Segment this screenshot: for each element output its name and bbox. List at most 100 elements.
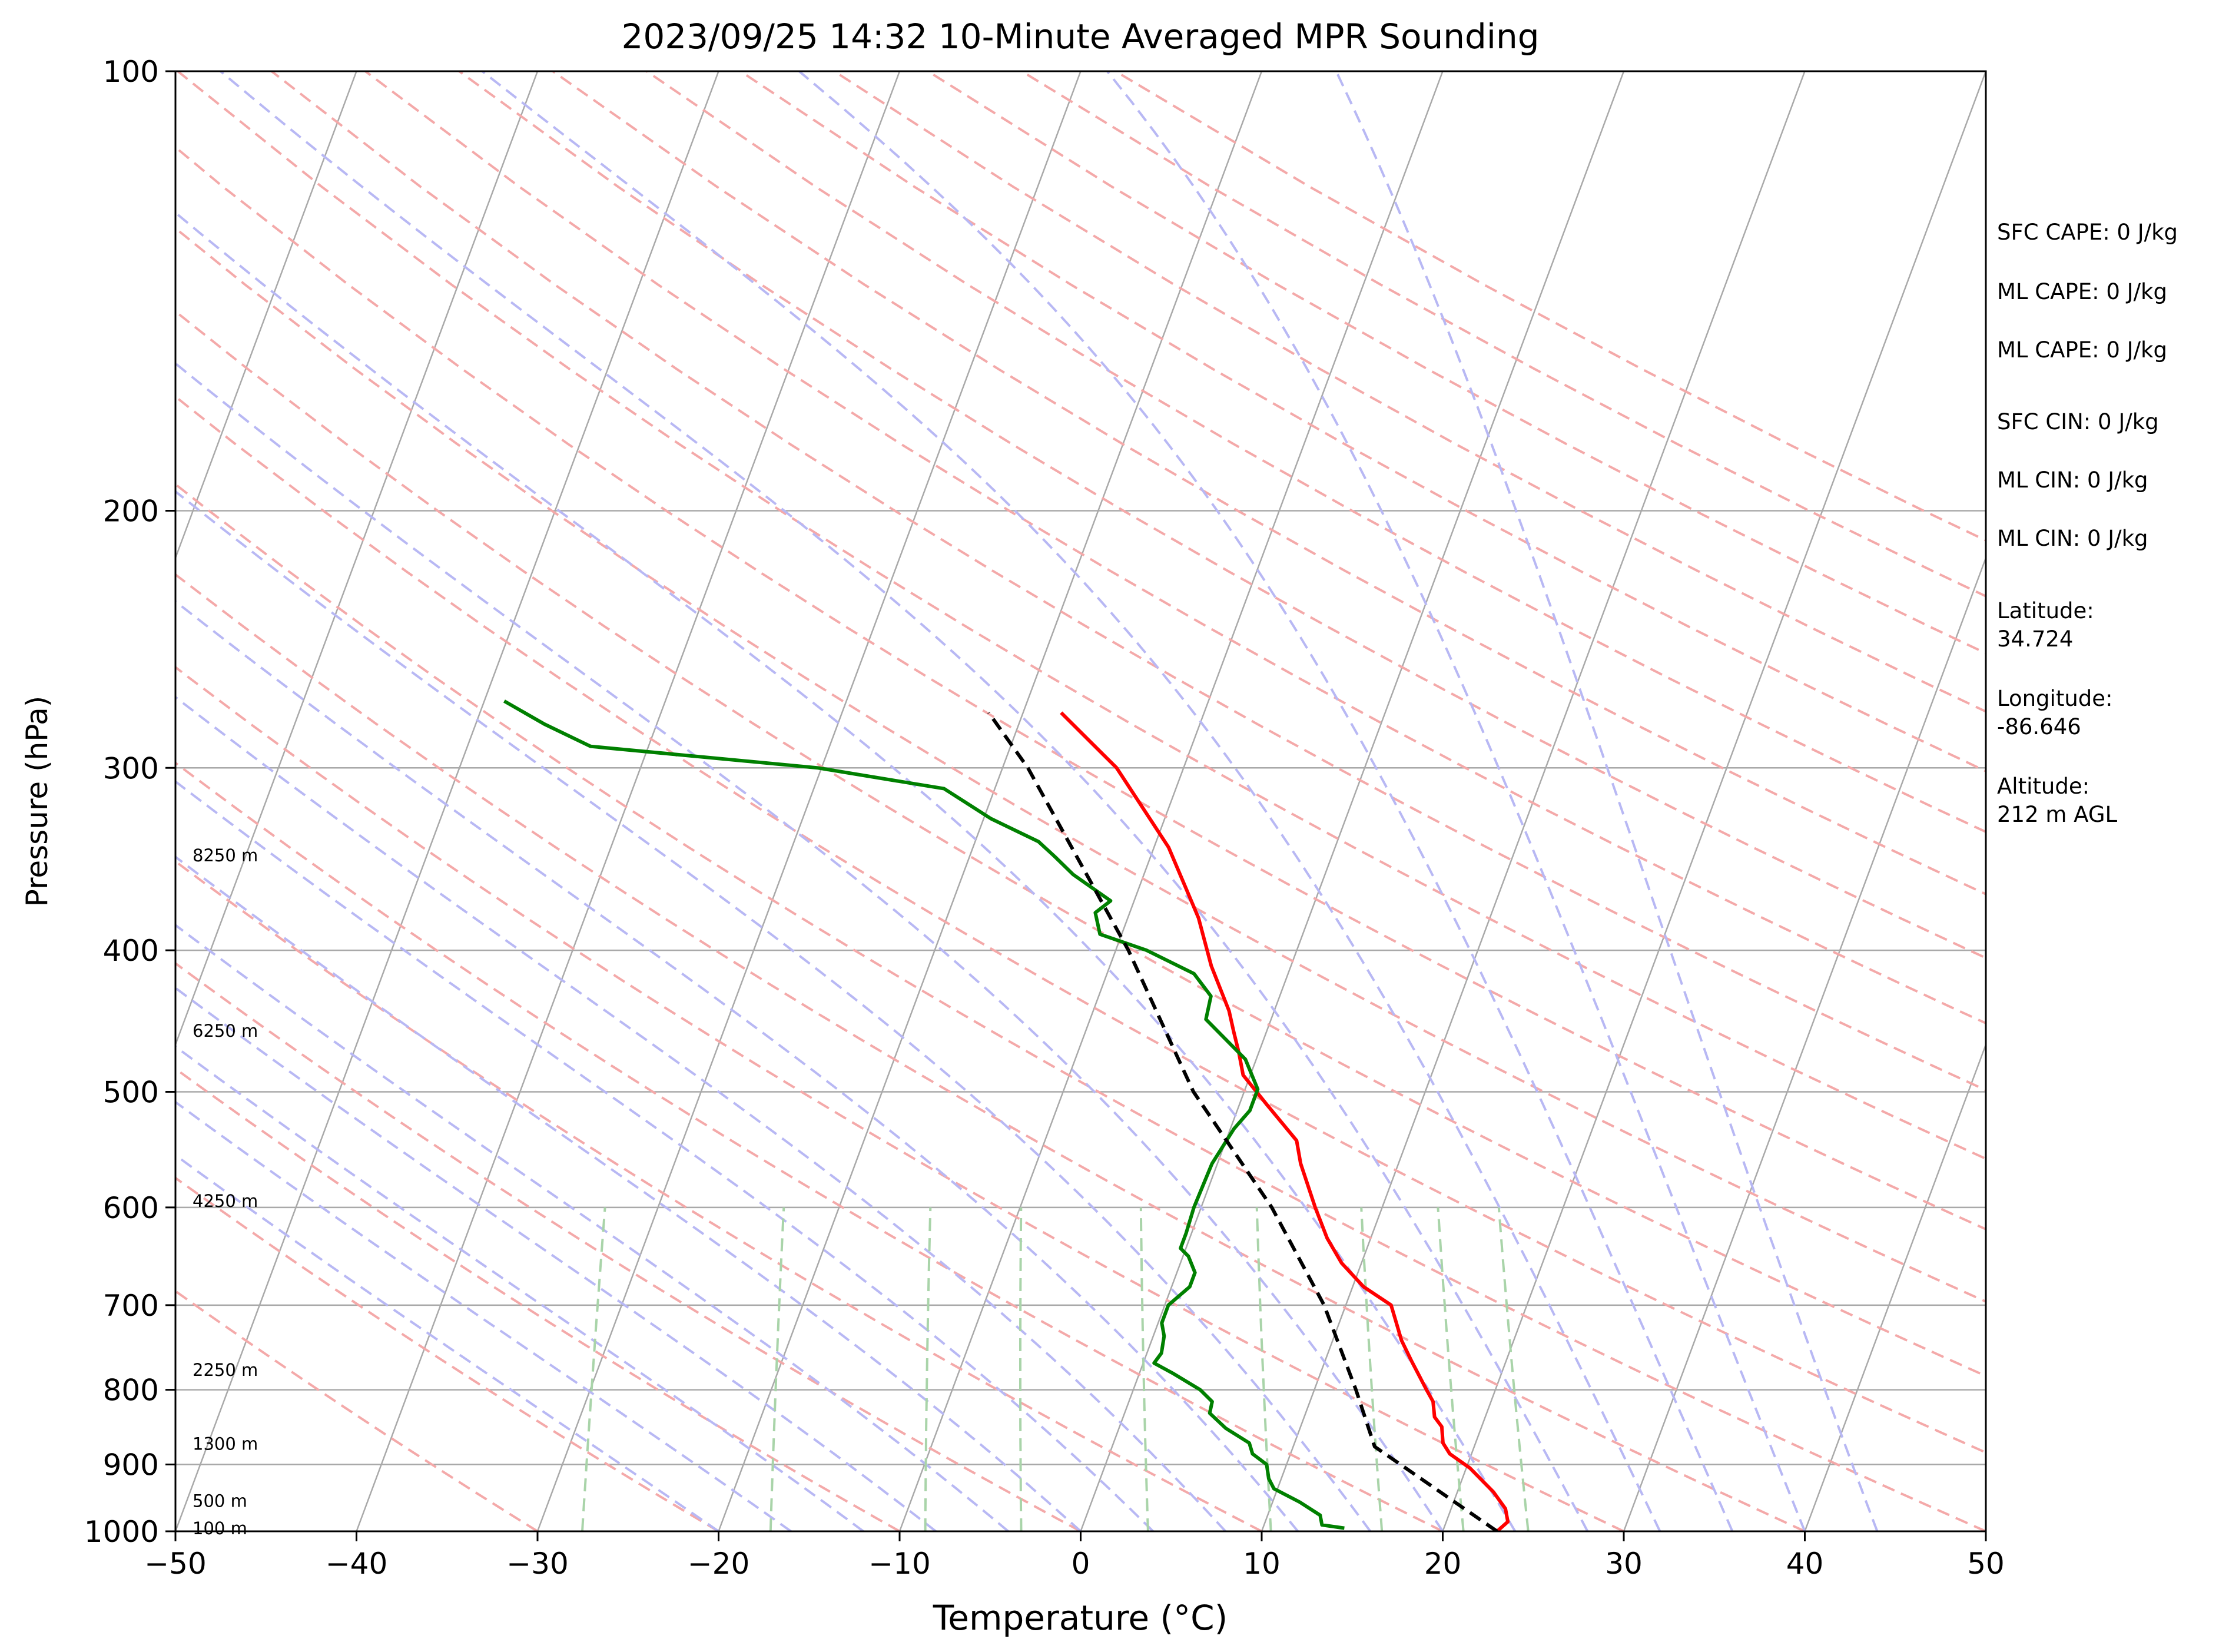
y-tick-label: 1000 (84, 1515, 159, 1549)
x-axis-label: Temperature (°C) (933, 1598, 1228, 1638)
isotherm-line (356, 71, 901, 1531)
mixing-ratio-line (769, 1207, 785, 1531)
y-tick-label: 100 (103, 55, 159, 89)
isotherm-line (175, 71, 719, 1531)
isotherm-line (175, 71, 357, 560)
ml-cape-text-2: ML CAPE: 0 J/kg (1997, 337, 2167, 363)
moist-adiabat-line (175, 1100, 792, 1531)
altitude-block: Altitude: 212 m AGL (1997, 772, 2227, 829)
moist-adiabat-line (1106, 71, 1806, 1531)
dry-adiabat-line (175, 860, 1262, 1531)
longitude-block: Longitude: -86.646 (1997, 685, 2227, 741)
height-label: 1300 m (193, 1434, 258, 1454)
moist-adiabat-line (175, 490, 1372, 1531)
dry-adiabat-line (270, 71, 1986, 1092)
mixing-ratio-line (1255, 1207, 1272, 1531)
mixing-ratio-line (581, 1207, 606, 1531)
y-tick-label: 600 (103, 1191, 159, 1225)
mixing-ratio-line (1497, 1207, 1530, 1531)
x-tick-label: 20 (1424, 1547, 1462, 1581)
moist-adiabat-line (798, 71, 1734, 1531)
isotherm-line (1623, 556, 1986, 1531)
y-tick-label: 400 (103, 934, 159, 968)
longitude-label: Longitude: (1997, 686, 2113, 711)
altitude-value: 212 m AGL (1997, 802, 2118, 827)
dry-adiabat-line (175, 961, 1082, 1531)
y-axis-label: Pressure (hPa) (20, 696, 54, 907)
y-tick-label: 300 (103, 751, 159, 785)
moist-adiabat-line (175, 779, 1154, 1531)
dewpoint-line (503, 699, 1345, 1530)
isotherm-line (536, 71, 1082, 1531)
mixing-ratio-line (924, 1207, 932, 1531)
dry-adiabat-line (646, 71, 1986, 834)
dry-adiabat-line (175, 145, 1986, 1231)
isotherm-line (1442, 71, 1986, 1531)
longitude-value: -86.646 (1997, 714, 2081, 739)
x-tick-label: −30 (506, 1547, 569, 1581)
y-tick-label: 500 (103, 1075, 159, 1109)
latitude-value: 34.724 (1997, 626, 2074, 652)
dry-adiabat-line (175, 1289, 539, 1531)
x-tick-label: −10 (868, 1547, 931, 1581)
ml-cin-text-2: ML CIN: 0 J/kg (1997, 526, 2148, 551)
dry-adiabat-line (175, 1067, 900, 1531)
dry-adiabat-line (175, 227, 1986, 1303)
moist-adiabat-line (175, 695, 1226, 1531)
y-tick-label: 800 (103, 1374, 159, 1408)
moist-adiabat-line (175, 1153, 719, 1531)
moist-adiabat-line (175, 1045, 864, 1531)
dry-adiabat-line (175, 761, 1444, 1531)
y-tick-label: 200 (103, 495, 159, 529)
height-label: 2250 m (193, 1360, 258, 1380)
height-label: 8250 m (193, 845, 258, 865)
moist-adiabat-line (175, 211, 1517, 1531)
mixing-ratio-line (1139, 1207, 1149, 1531)
dry-adiabat-line (458, 71, 1986, 960)
parcel-line (987, 711, 1498, 1531)
dry-adiabat-line (175, 483, 1986, 1531)
dry-adiabat-line (175, 573, 1806, 1531)
latitude-block: Latitude: 34.724 (1997, 597, 2227, 653)
chart-title: 2023/09/25 14:32 10-Minute Averaged MPR … (621, 16, 1539, 57)
height-label: 6250 m (193, 1021, 258, 1041)
y-tick-label: 900 (103, 1448, 159, 1482)
ml-cin-text: ML CIN: 0 J/kg (1997, 467, 2148, 493)
x-tick-label: 10 (1243, 1547, 1281, 1581)
moist-adiabat-line (481, 71, 1661, 1531)
moist-adiabat-line (175, 986, 937, 1531)
isotherm-line (1261, 71, 1806, 1531)
isotherm-line (175, 71, 539, 1047)
x-tick-label: −40 (326, 1547, 388, 1581)
isotherm-line (1080, 71, 1625, 1531)
sfc-cape-text: SFC CAPE: 0 J/kg (1997, 220, 2178, 245)
mixing-ratio-line (1019, 1207, 1023, 1531)
x-tick-label: 0 (1072, 1547, 1090, 1581)
moist-adiabat-line (220, 71, 1589, 1531)
isotherm-line (898, 71, 1444, 1531)
ml-cape-text: ML CAPE: 0 J/kg (1997, 279, 2167, 304)
dry-adiabat-line (833, 71, 1986, 713)
mixing-ratio-line (1437, 1207, 1465, 1531)
x-tick-label: −50 (144, 1547, 207, 1581)
x-tick-label: 50 (1967, 1547, 2005, 1581)
altitude-label: Altitude: (1997, 774, 2090, 799)
isotherm-line (718, 71, 1263, 1531)
temperature-line (1060, 711, 1510, 1531)
dry-adiabat-line (739, 71, 1986, 772)
y-tick-label: 700 (103, 1289, 159, 1323)
moist-adiabat-line (175, 923, 1009, 1531)
sfc-cin-text: SFC CIN: 0 J/kg (1997, 409, 2159, 434)
isotherm-line (1804, 1042, 1986, 1531)
dry-adiabat-line (364, 71, 1986, 1025)
x-tick-label: 40 (1786, 1547, 1824, 1581)
moist-adiabat-line (1335, 71, 1879, 1531)
moist-adiabat-line (175, 855, 1082, 1531)
moist-adiabat-line (175, 600, 1299, 1531)
height-label: 500 m (193, 1491, 247, 1511)
latitude-label: Latitude: (1997, 598, 2094, 623)
dry-adiabat-line (175, 395, 1986, 1454)
x-tick-label: 30 (1605, 1547, 1643, 1581)
mixing-ratio-line (1360, 1207, 1384, 1531)
